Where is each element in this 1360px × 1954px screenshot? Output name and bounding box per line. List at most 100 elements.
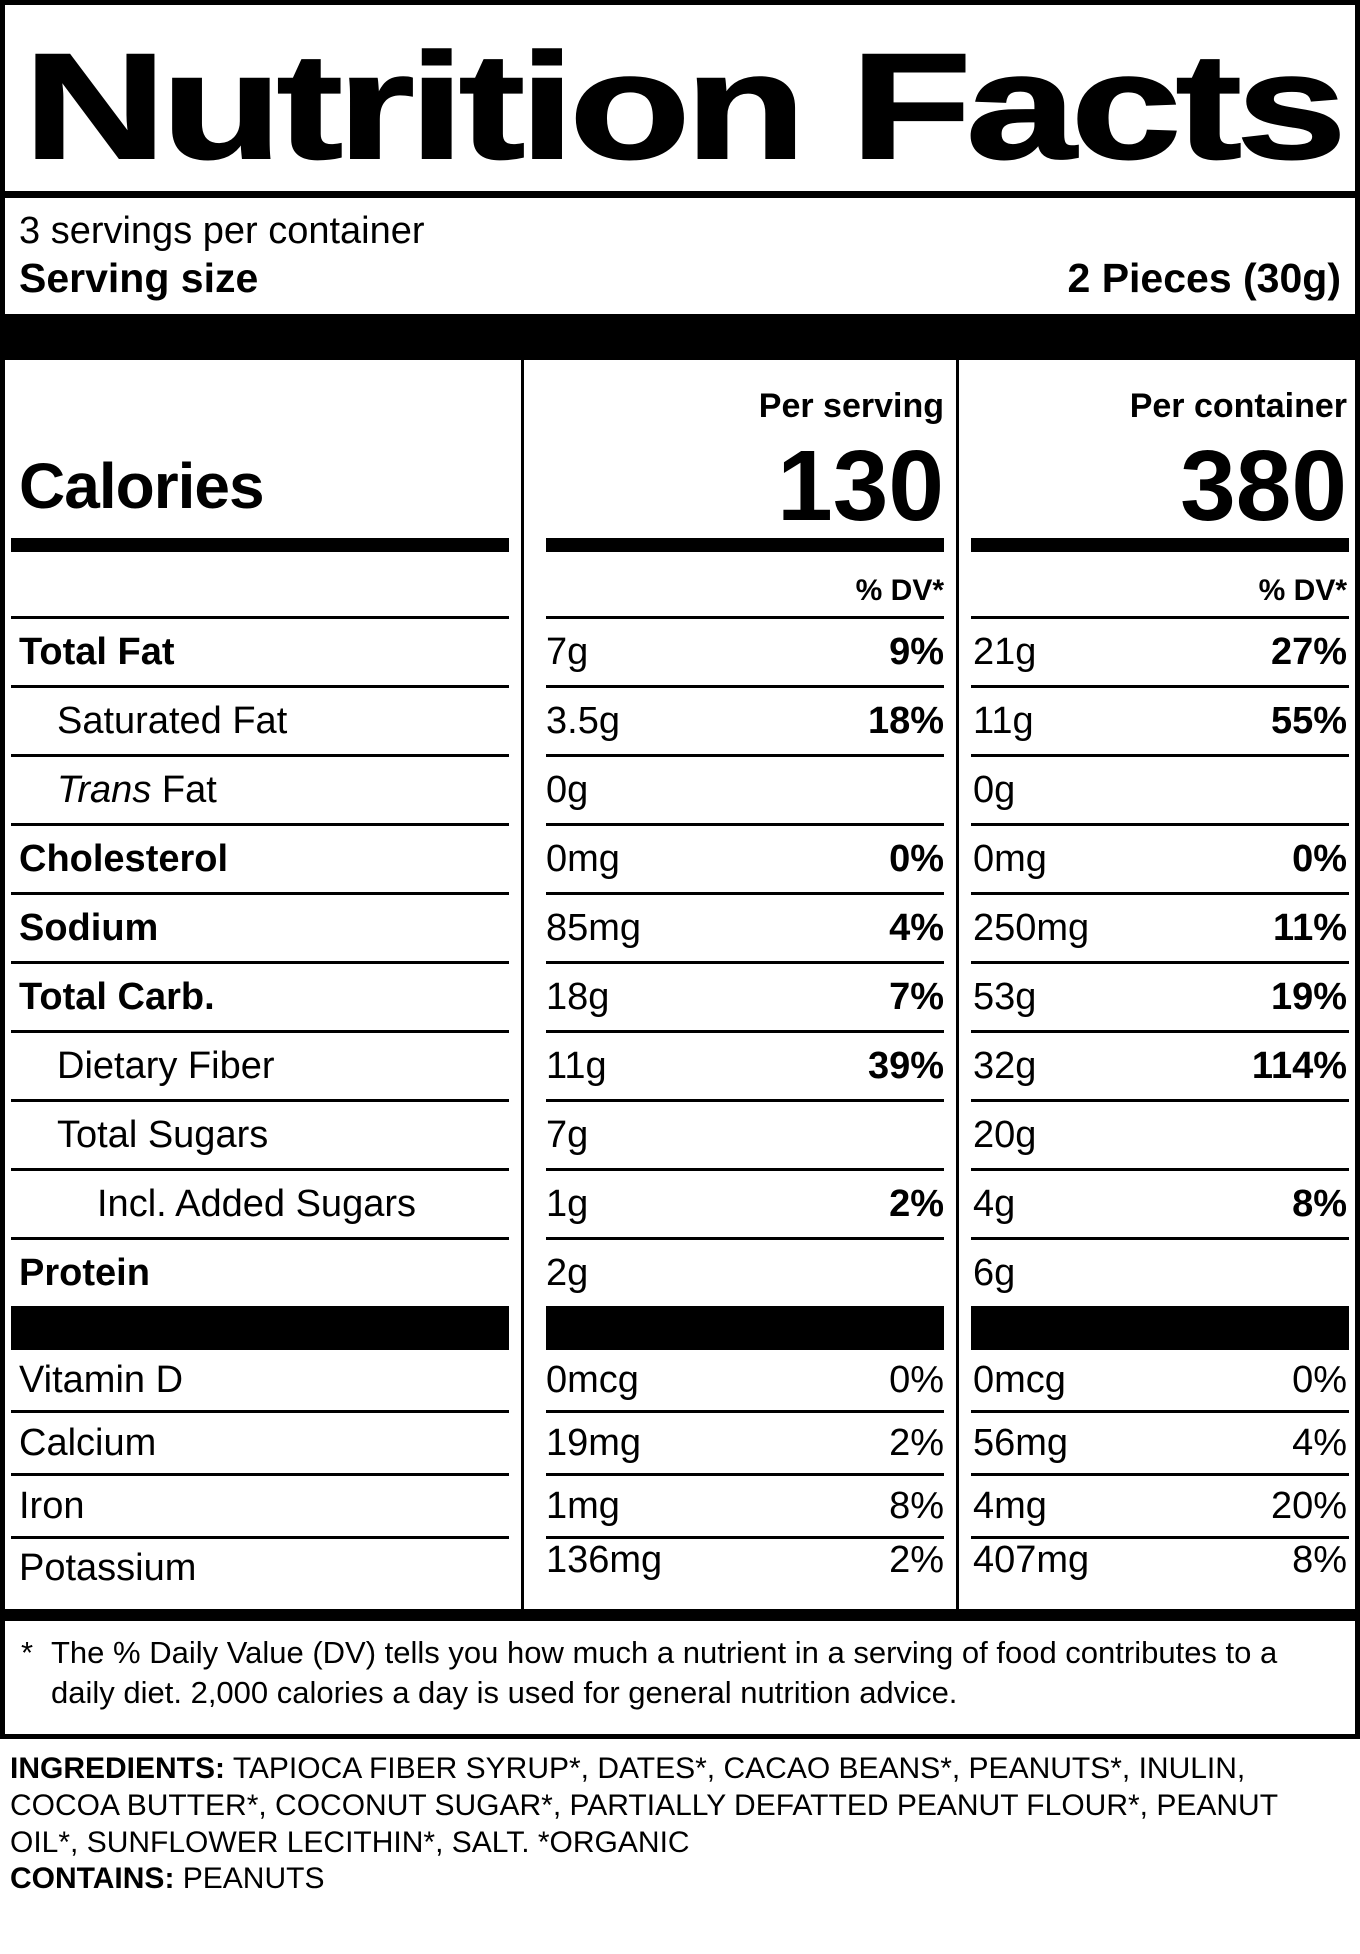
nutrient-value-cell: 7g	[524, 1102, 956, 1168]
ingredients-text: TAPIOCA FIBER SYRUP*, DATES*, CACAO BEAN…	[10, 1752, 1278, 1859]
calories-rule	[11, 538, 509, 552]
rule	[11, 823, 509, 826]
nutrient-value-cell: 85mg 4%	[524, 895, 956, 961]
nutrient-value-cell: 18g 7%	[524, 964, 956, 1030]
labels-column-header	[5, 360, 521, 434]
rule	[971, 892, 1349, 895]
nutrient-amount: 0mcg	[546, 1358, 639, 1401]
nutrient-label: Total Carb.	[19, 975, 215, 1018]
nutrient-value-cell: 250mg 11%	[959, 895, 1355, 961]
rule	[971, 1536, 1349, 1539]
nutrient-dv: 8%	[1292, 1182, 1347, 1225]
rule	[971, 754, 1349, 757]
rule	[11, 961, 509, 964]
per-serving-column: Per serving 130 % DV* 7g 9% 3.5g 18% 0g 0mg 0%…	[521, 360, 959, 1609]
dv-footnote: * The % Daily Value (DV) tells you how m…	[5, 1621, 1355, 1734]
calories-rule	[546, 538, 944, 552]
vitamin-label: Iron	[19, 1484, 85, 1527]
nutrient-value-cell: 407mg 8%	[959, 1539, 1355, 1609]
nutrient-label: Sodium	[19, 906, 159, 949]
nutrient-amount: 136mg	[546, 1539, 663, 1581]
serving-size-label: Serving size	[19, 255, 259, 301]
nutrient-amount: 20g	[973, 1113, 1037, 1156]
nutrient-dv: 7%	[889, 975, 944, 1018]
calories-per-container: 380	[1180, 430, 1347, 542]
nutrient-dv: 8%	[1292, 1539, 1347, 1581]
nutrient-label-cell: Trans Fat	[5, 757, 521, 823]
vitamin-label-cell: Calcium	[5, 1413, 521, 1473]
per-container-header: Per container	[1129, 387, 1347, 425]
rule	[546, 823, 944, 826]
rule	[971, 616, 1349, 619]
rule	[971, 1473, 1349, 1476]
nutrient-label-cell: Saturated Fat	[5, 688, 521, 754]
servings-per-container: 3 servings per container	[19, 210, 425, 252]
calories-per-serving: 130	[777, 430, 944, 542]
nutrient-amount: 1g	[546, 1182, 589, 1225]
nutrient-value-cell: 21g 27%	[959, 619, 1355, 685]
footnote-text: The % Daily Value (DV) tells you how muc…	[51, 1635, 1278, 1710]
nutrient-value-cell: 0mg 0%	[524, 826, 956, 892]
nutrient-value-cell: 32g 114%	[959, 1033, 1355, 1099]
nutrient-label: Cholesterol	[19, 837, 229, 880]
nutrient-label: Trans Fat	[57, 768, 217, 811]
nutrient-label-cell: Total Fat	[5, 619, 521, 685]
rule	[971, 1237, 1349, 1240]
rule	[11, 1030, 509, 1033]
nutrient-value-cell: 4mg 20%	[959, 1476, 1355, 1536]
nutrient-value-cell: 2g	[524, 1240, 956, 1306]
contains-line: CONTAINS: PEANUTS	[10, 1861, 1346, 1898]
nutrient-dv: 8%	[889, 1484, 944, 1527]
per-serving-header: Per serving	[758, 387, 944, 425]
nutrient-dv: 55%	[1270, 699, 1347, 742]
nutrient-value-cell: 7g 9%	[524, 619, 956, 685]
per-container-column: Per container 380 % DV* 21g 27% 11g 55% 0g 0m…	[959, 360, 1355, 1609]
rule	[546, 754, 944, 757]
nutrient-label: Dietary Fiber	[57, 1044, 275, 1087]
rule	[971, 1168, 1349, 1171]
nutrient-label-cell: Sodium	[5, 895, 521, 961]
nutrient-value-cell: 53g 19%	[959, 964, 1355, 1030]
nutrient-amount: 18g	[546, 975, 610, 1018]
nutrient-dv: 2%	[889, 1539, 944, 1581]
nutrient-amount: 0mg	[973, 837, 1047, 880]
nutrient-value-cell: 1mg 8%	[524, 1476, 956, 1536]
nutrient-amount: 0mg	[546, 837, 620, 880]
nutrient-label-italic-part: Trans	[57, 768, 152, 811]
ingredients-line: INGREDIENTS: TAPIOCA FIBER SYRUP*, DATES…	[10, 1751, 1346, 1861]
rule	[971, 1410, 1349, 1413]
section-bar	[546, 1306, 944, 1350]
vitamin-label-cell: Iron	[5, 1476, 521, 1536]
nutrient-value-cell: 11g 55%	[959, 688, 1355, 754]
rule	[11, 616, 509, 619]
vitamin-label: Calcium	[19, 1421, 157, 1464]
nutrient-label: Protein	[19, 1251, 150, 1294]
rule	[546, 892, 944, 895]
nutrient-dv: 2%	[889, 1421, 944, 1464]
rule	[11, 685, 509, 688]
nutrient-amount: 53g	[973, 975, 1037, 1018]
nutrient-value-cell: 0mcg 0%	[959, 1350, 1355, 1410]
nutrient-label: Incl. Added Sugars	[97, 1182, 416, 1225]
nutrient-amount: 85mg	[546, 906, 642, 949]
nutrient-label-cell: Cholesterol	[5, 826, 521, 892]
nutrient-dv: 39%	[867, 1044, 944, 1087]
rule	[546, 685, 944, 688]
rule	[11, 754, 509, 757]
contains-text: PEANUTS	[182, 1862, 325, 1896]
nutrient-dv: 19%	[1270, 975, 1347, 1018]
separator-bar-bottom	[5, 1609, 1355, 1621]
nutrient-label: Saturated Fat	[57, 699, 288, 742]
nutrient-dv: 18%	[867, 699, 944, 742]
nutrient-value-cell: 56mg 4%	[959, 1413, 1355, 1473]
rule	[546, 1237, 944, 1240]
rule	[971, 961, 1349, 964]
rule	[11, 1536, 509, 1539]
nutrient-dv: 0%	[1292, 1358, 1347, 1401]
dv-header-container: % DV*	[1258, 574, 1347, 607]
vitamin-label-cell: Potassium	[5, 1539, 521, 1609]
rule	[546, 1030, 944, 1033]
nutrient-amount: 11g	[973, 699, 1034, 742]
nutrient-dv: 4%	[889, 906, 944, 949]
rule	[971, 685, 1349, 688]
